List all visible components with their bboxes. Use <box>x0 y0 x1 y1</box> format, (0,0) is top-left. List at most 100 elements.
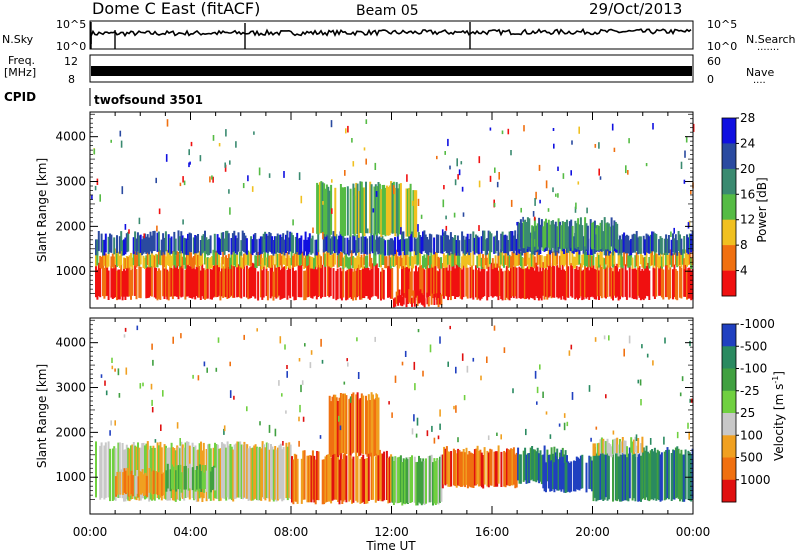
data-cell <box>171 251 174 266</box>
data-cell <box>623 440 626 455</box>
data-cell <box>251 447 254 501</box>
scatter-point <box>242 183 245 189</box>
data-cell <box>465 236 468 254</box>
data-cell <box>522 220 525 249</box>
scatter-point <box>394 375 397 383</box>
scatter-point <box>156 225 158 232</box>
data-cell <box>482 455 485 489</box>
data-cell <box>501 231 504 252</box>
data-cell <box>201 263 204 297</box>
data-cell <box>549 224 552 251</box>
data-cell <box>452 237 455 255</box>
data-cell <box>247 268 250 300</box>
data-cell <box>665 450 668 500</box>
data-cell <box>674 269 677 300</box>
scatter-point <box>510 199 513 207</box>
data-cell <box>670 254 673 268</box>
scatter-point <box>151 343 153 350</box>
data-cell <box>561 249 564 265</box>
data-cell <box>325 230 328 251</box>
data-cell <box>574 256 577 269</box>
data-cell <box>556 226 559 251</box>
scatter-point <box>496 181 499 188</box>
data-cell <box>589 456 592 490</box>
data-cell <box>203 472 206 493</box>
scatter-point <box>568 350 571 356</box>
data-cell <box>429 455 432 503</box>
data-cell <box>146 250 149 266</box>
data-cell <box>660 452 663 501</box>
data-cell <box>455 264 458 297</box>
data-cell <box>405 267 408 299</box>
data-cell <box>660 256 663 269</box>
scatter-point <box>478 225 480 231</box>
data-cell <box>303 270 306 301</box>
data-cell <box>574 461 577 492</box>
data-cell <box>220 263 223 297</box>
data-cell <box>540 219 543 248</box>
data-cell <box>422 255 424 269</box>
data-cell <box>426 251 429 266</box>
data-cell <box>472 269 475 300</box>
data-cell <box>358 190 360 238</box>
data-cell <box>642 235 645 254</box>
data-cell <box>416 461 419 506</box>
data-cell <box>469 253 472 267</box>
data-cell <box>159 250 162 266</box>
scatter-point <box>344 170 346 176</box>
data-cell <box>455 240 458 256</box>
data-cell <box>606 264 609 298</box>
data-cell <box>614 266 617 298</box>
data-cell <box>153 230 156 251</box>
data-cell <box>148 237 151 255</box>
data-cell <box>640 454 642 502</box>
data-cell <box>183 249 185 265</box>
data-cell <box>336 255 339 268</box>
scatter-point <box>417 329 420 333</box>
data-cell <box>536 266 539 298</box>
data-cell <box>448 239 451 256</box>
data-cell <box>547 219 550 248</box>
data-cell <box>512 251 515 266</box>
data-cell <box>663 238 666 255</box>
data-cell <box>216 264 219 297</box>
data-cell <box>134 262 137 296</box>
scatter-point <box>532 211 535 217</box>
data-cell <box>113 446 116 500</box>
data-cell <box>275 236 278 254</box>
scatter-point <box>128 229 130 234</box>
data-cell <box>658 451 661 501</box>
data-cell <box>180 472 183 493</box>
data-cell <box>269 267 272 299</box>
data-cell <box>294 252 297 267</box>
data-cell <box>288 442 291 498</box>
data-cell <box>202 268 205 299</box>
scatter-point <box>392 185 395 191</box>
data-cell <box>317 184 320 235</box>
data-cell <box>563 269 566 300</box>
data-cell <box>596 252 599 267</box>
data-cell <box>190 233 192 253</box>
data-cell <box>173 250 176 266</box>
data-cell <box>384 187 387 237</box>
data-cell <box>289 231 292 252</box>
data-cell <box>630 437 633 453</box>
data-cell <box>476 255 479 268</box>
data-cell <box>519 252 522 267</box>
colorbar-tick-label: -25 <box>740 384 760 398</box>
data-cell <box>163 237 166 255</box>
data-cell <box>123 257 125 269</box>
data-cell <box>595 225 598 251</box>
data-cell <box>676 240 679 256</box>
data-cell <box>132 237 135 255</box>
scatter-point <box>351 438 353 446</box>
scatter-point <box>282 441 284 446</box>
data-cell <box>351 458 353 504</box>
data-cell <box>609 226 612 252</box>
data-cell <box>373 252 376 267</box>
data-cell <box>346 256 349 269</box>
data-cell <box>227 266 230 299</box>
data-cell <box>489 248 491 265</box>
scatter-point <box>211 175 213 180</box>
